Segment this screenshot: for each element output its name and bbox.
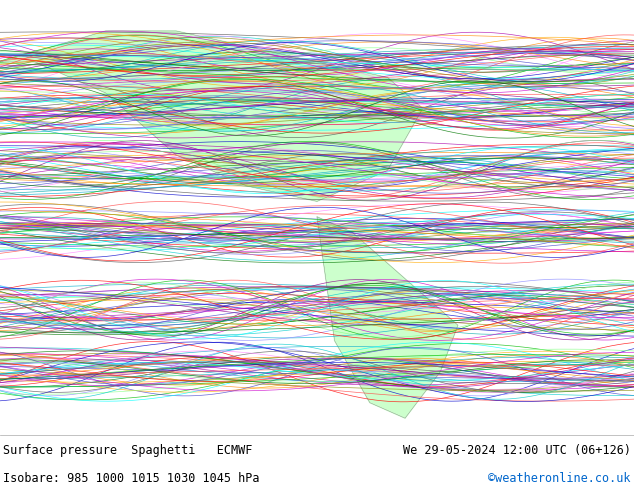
Text: Surface pressure  Spaghetti   ECMWF: Surface pressure Spaghetti ECMWF <box>3 444 252 457</box>
Polygon shape <box>0 31 423 201</box>
Text: ©weatheronline.co.uk: ©weatheronline.co.uk <box>488 472 631 485</box>
Text: Isobare: 985 1000 1015 1030 1045 hPa: Isobare: 985 1000 1015 1030 1045 hPa <box>3 472 260 485</box>
Polygon shape <box>317 217 458 418</box>
Text: We 29-05-2024 12:00 UTC (06+126): We 29-05-2024 12:00 UTC (06+126) <box>403 444 631 457</box>
